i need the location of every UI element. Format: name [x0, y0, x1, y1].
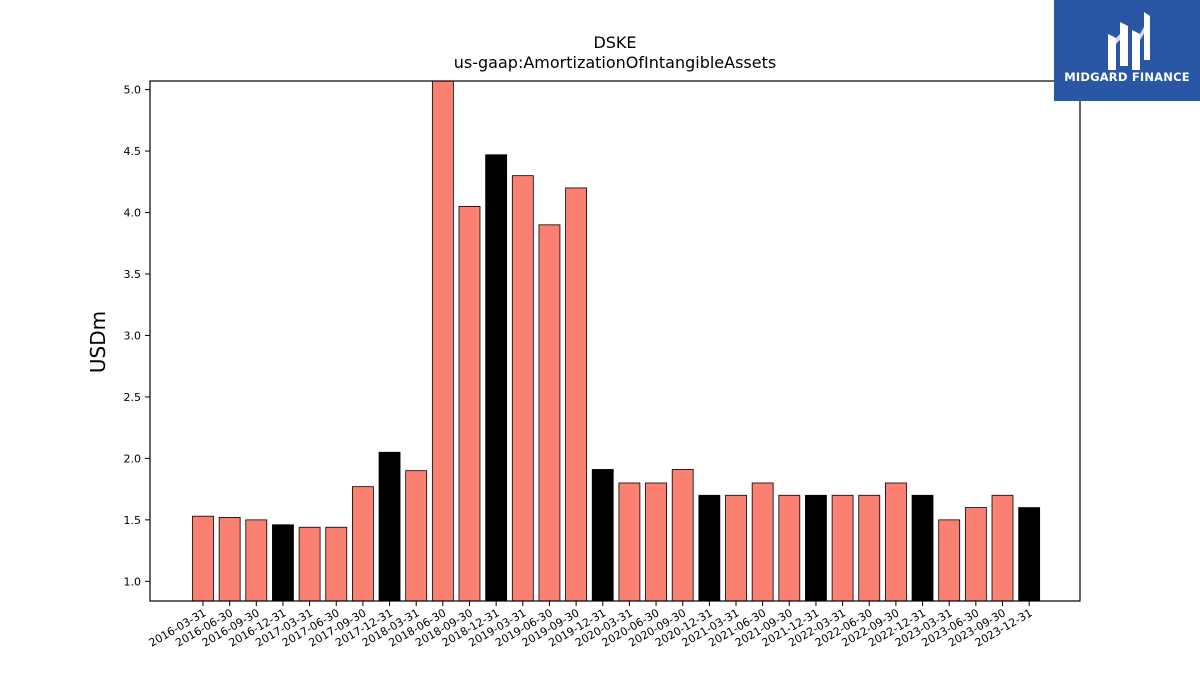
- bar-2016-09-30: [245, 519, 268, 602]
- y-tick-label: 3.0: [124, 329, 142, 342]
- plot-frame: [149, 80, 1081, 602]
- bar-2021-03-31: [725, 494, 747, 602]
- y-tick-label: 1.0: [124, 575, 142, 588]
- bar-2018-03-31: [405, 470, 428, 602]
- bar-2022-12-31: [911, 494, 934, 602]
- bar-2023-09-30: [991, 494, 1014, 602]
- bar-2019-03-31: [511, 175, 534, 602]
- bar-2019-12-31: [591, 469, 614, 602]
- bar-2016-06-30: [218, 517, 241, 602]
- bar-2022-03-31: [831, 494, 854, 602]
- y-axis-ticks: 1.0 1.5 2.0 2.5 3.0 3.5 4.0 4.5 5.0: [124, 84, 150, 588]
- y-tick-label: 1.5: [124, 514, 142, 527]
- y-tick-label: 4.0: [124, 207, 142, 220]
- midgard-logo-icon: [1108, 12, 1150, 70]
- bar-2023-03-31: [938, 519, 961, 602]
- y-tick-label: 5.0: [124, 84, 142, 97]
- chart-subtitle: us-gaap:AmortizationOfIntangibleAssets: [454, 53, 776, 72]
- logo-text: MIDGARD FINANCE: [1064, 70, 1190, 84]
- y-tick-label: 3.5: [124, 268, 142, 281]
- bar-2022-09-30: [885, 482, 907, 602]
- bar-2019-09-30: [565, 187, 587, 602]
- bar-2022-06-30: [858, 494, 881, 602]
- x-axis-ticks: 2016-03-312016-06-302016-09-302016-12-31…: [147, 601, 1035, 650]
- bar-2017-12-31: [378, 451, 401, 602]
- bar-2017-06-30: [325, 526, 348, 602]
- bar-2017-03-31: [298, 526, 321, 602]
- y-tick-label: 4.5: [124, 145, 142, 158]
- bar-2021-06-30: [751, 482, 774, 602]
- bar-2016-12-31: [272, 524, 294, 602]
- bar-2020-12-31: [698, 494, 721, 602]
- y-axis-label: USDm: [86, 311, 110, 373]
- bar-2020-09-30: [671, 469, 694, 602]
- bar-2016-03-31: [192, 515, 214, 602]
- bar-2021-09-30: [778, 494, 801, 602]
- bar-2023-06-30: [964, 507, 987, 602]
- bar-2018-09-30: [458, 205, 481, 602]
- bars-group: [192, 80, 1041, 602]
- bar-2017-09-30: [351, 486, 374, 602]
- bar-2018-06-30: [431, 80, 454, 602]
- brand-logo: MIDGARD FINANCE: [1054, 0, 1200, 101]
- chart-title: DSKE: [593, 33, 636, 52]
- bar-2020-03-31: [618, 482, 641, 602]
- bar-2021-12-31: [805, 494, 827, 602]
- y-tick-label: 2.0: [124, 452, 142, 465]
- y-tick-label: 2.5: [124, 391, 142, 404]
- bar-2018-12-31: [485, 154, 508, 602]
- bar-2019-06-30: [538, 224, 561, 602]
- bar-2020-06-30: [645, 482, 667, 602]
- bar-2023-12-31: [1018, 507, 1041, 602]
